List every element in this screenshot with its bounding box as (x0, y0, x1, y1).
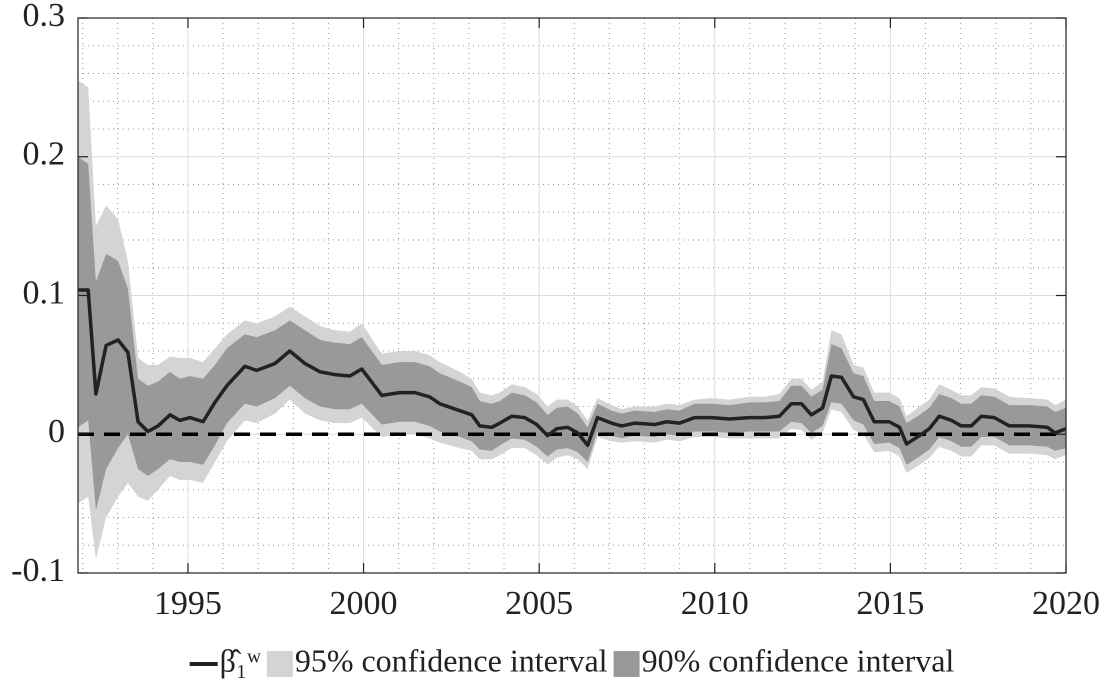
legend: β̂₁ʷ 95% confidence interval 90% confidenc… (189, 642, 955, 678)
legend-swatch (266, 651, 293, 677)
y-tick-label: -0.1 (11, 552, 65, 589)
y-tick-label: 0 (48, 413, 65, 450)
legend-label: 90% confidence interval (642, 642, 955, 678)
plot-area (78, 80, 1066, 560)
x-tick-label: 2005 (505, 585, 573, 622)
x-tick-label: 2020 (1032, 585, 1100, 622)
x-tick-label: 2015 (856, 585, 924, 622)
y-tick-label: 0.3 (23, 0, 66, 34)
legend-label: 95% confidence interval (295, 642, 608, 678)
confidence-band (78, 80, 1066, 560)
x-tick-label: 2010 (681, 585, 749, 622)
x-tick-label: 2000 (330, 585, 398, 622)
y-tick-label: 0.2 (23, 136, 66, 173)
confidence-band (78, 156, 1066, 511)
y-tick-label: 0.1 (23, 274, 66, 311)
legend-swatch (613, 651, 640, 677)
estimate-line (78, 288, 1066, 448)
legend-label: β̂₁ʷ (220, 642, 261, 678)
x-tick-label: 1995 (154, 585, 222, 622)
